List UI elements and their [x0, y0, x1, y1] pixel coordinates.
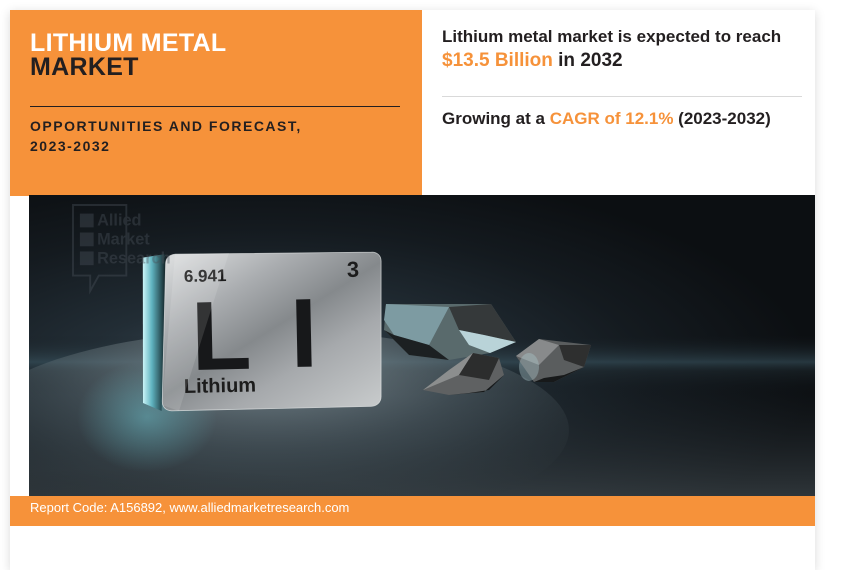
- svg-text:3: 3: [347, 257, 360, 282]
- svg-text:Research: Research: [97, 249, 171, 267]
- svg-text:Lithium: Lithium: [184, 374, 257, 398]
- svg-text:I: I: [289, 277, 319, 388]
- svg-text:Market: Market: [97, 231, 150, 249]
- svg-text:Allied: Allied: [97, 212, 141, 230]
